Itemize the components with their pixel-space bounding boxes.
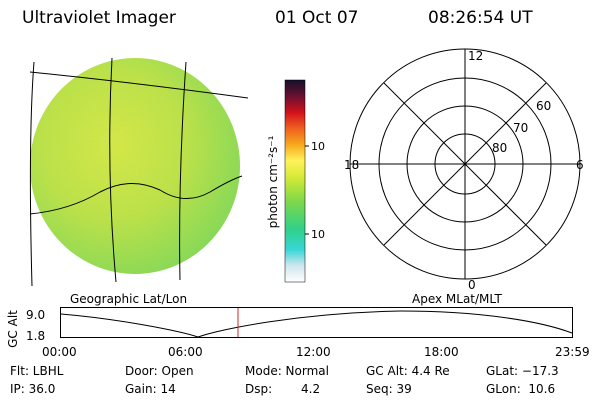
polar-diagonal-2 bbox=[383, 82, 547, 246]
observation-time: 08:26:54 UT bbox=[428, 8, 533, 28]
timeline-ylabel: GC Alt bbox=[5, 310, 20, 348]
timeline-plot bbox=[60, 307, 573, 338]
info-dsp-value: 4.2 bbox=[301, 382, 321, 396]
info-door: Door: Open bbox=[125, 364, 194, 378]
timeline-altitude-curve bbox=[60, 310, 573, 338]
colorbar-unit-label: photon cm⁻²s⁻¹ bbox=[266, 135, 280, 228]
info-dsp-label: Dsp: bbox=[245, 382, 273, 396]
mlat-label-70: 70 bbox=[513, 121, 528, 135]
timeline-xtick-0000: 00:00 bbox=[42, 345, 77, 359]
info-mode: Mode: Normal bbox=[245, 364, 329, 378]
info-seq: Seq: 39 bbox=[366, 382, 412, 396]
mlat-label-60: 60 bbox=[536, 99, 551, 113]
timeline-ytick-top: 9.0 bbox=[26, 308, 46, 322]
info-glon: GLon: 10.6 bbox=[486, 382, 556, 396]
info-ip: IP: 36.0 bbox=[10, 382, 56, 396]
globe-panel-label: Geographic Lat/Lon bbox=[70, 292, 188, 306]
mlt-label-12: 12 bbox=[468, 49, 483, 63]
timeline-ytick-bottom: 1.8 bbox=[26, 329, 46, 343]
mlat-label-80: 80 bbox=[492, 141, 507, 155]
timeline-xtick-1800: 18:00 bbox=[424, 345, 459, 359]
mlt-label-0: 0 bbox=[468, 278, 476, 292]
app-title: Ultraviolet Imager bbox=[22, 8, 176, 28]
colorbar-gradient bbox=[284, 79, 306, 283]
timeline-xtick-0600: 06:00 bbox=[168, 345, 203, 359]
globe-grid bbox=[29, 57, 249, 287]
mlt-label-18: 18 bbox=[344, 158, 359, 172]
info-gain: Gain: 14 bbox=[125, 382, 176, 396]
timeline-frame bbox=[60, 307, 573, 338]
mlt-label-6: 6 bbox=[576, 158, 584, 172]
timeline-xtick-1200: 12:00 bbox=[296, 345, 331, 359]
colorbar-tick-10: 10 bbox=[311, 228, 325, 241]
globe-noise bbox=[30, 58, 240, 274]
info-glat: GLat: −17.3 bbox=[486, 364, 559, 378]
polar-panel-label: Apex MLat/MLT bbox=[412, 292, 502, 306]
globe-image bbox=[29, 57, 249, 287]
colorbar-tick-100: 100 bbox=[311, 140, 325, 153]
observation-date: 01 Oct 07 bbox=[275, 8, 359, 28]
colorbar: 100 10 photon cm⁻²s⁻¹ bbox=[266, 79, 325, 283]
info-gc-alt: GC Alt: 4.4 Re bbox=[366, 364, 450, 378]
timeline-xtick-2359: 23:59 bbox=[555, 345, 590, 359]
polar-plot: 12 18 6 0 60 70 80 bbox=[344, 48, 584, 292]
info-filter: Flt: LBHL bbox=[10, 364, 64, 378]
